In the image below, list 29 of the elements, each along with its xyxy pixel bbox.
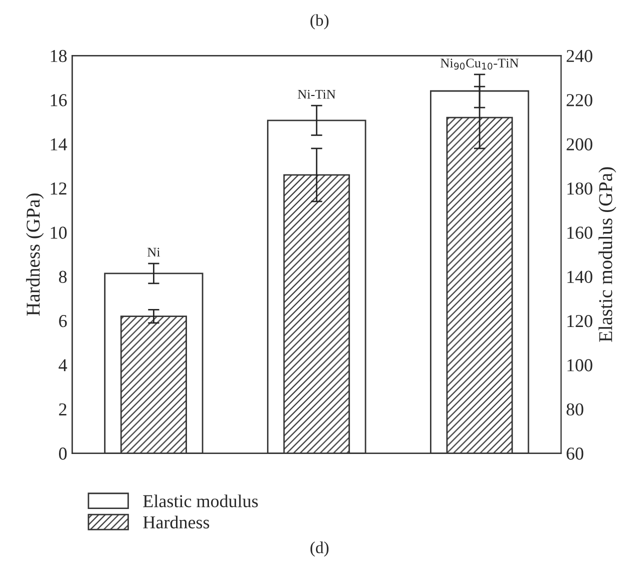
text: (d) bbox=[310, 542, 328, 557]
y-tick-label: 8 bbox=[59, 270, 67, 283]
y2-tick-label: 100 bbox=[567, 359, 592, 372]
y-tick-label: 2 bbox=[59, 403, 66, 416]
y-axis-title: Hardness (GPa) bbox=[26, 193, 44, 316]
x-tick-label: Ni-TiN bbox=[298, 90, 336, 99]
y2-tick-label: 200 bbox=[566, 138, 592, 150]
y2-tick-label: 220 bbox=[566, 94, 592, 106]
y2-tick-label: 120 bbox=[567, 314, 592, 328]
y-tick-label: 10 bbox=[50, 226, 67, 239]
y2-tick-label: 160 bbox=[567, 226, 592, 239]
y2-tick-label: 240 bbox=[566, 50, 592, 62]
x-tick-label: Ni bbox=[147, 248, 160, 257]
legend-label: Hardness bbox=[143, 516, 210, 528]
x-tick-label: Ni$_{90}$Cu$_{10}$-TiN bbox=[440, 58, 519, 70]
y-tick-label: 4 bbox=[58, 359, 68, 372]
y-tick-label: 18 bbox=[50, 50, 67, 62]
y2-axis-title: Elastic modulus (GPa) bbox=[598, 167, 616, 342]
y2-tick-label: 60 bbox=[566, 448, 584, 460]
y-tick-label: 6 bbox=[59, 315, 67, 328]
legend-label: Elastic modulus bbox=[143, 494, 258, 508]
y2-tick-label: 140 bbox=[567, 270, 592, 283]
text: (b) bbox=[310, 14, 328, 30]
y-tick-label: 12 bbox=[50, 182, 66, 194]
y-tick-label: 16 bbox=[50, 94, 67, 106]
y-tick-label: 14 bbox=[50, 138, 68, 150]
y2-tick-label: 180 bbox=[567, 182, 592, 195]
y2-tick-label: 80 bbox=[566, 403, 584, 416]
y-tick-label: 0 bbox=[59, 448, 67, 460]
